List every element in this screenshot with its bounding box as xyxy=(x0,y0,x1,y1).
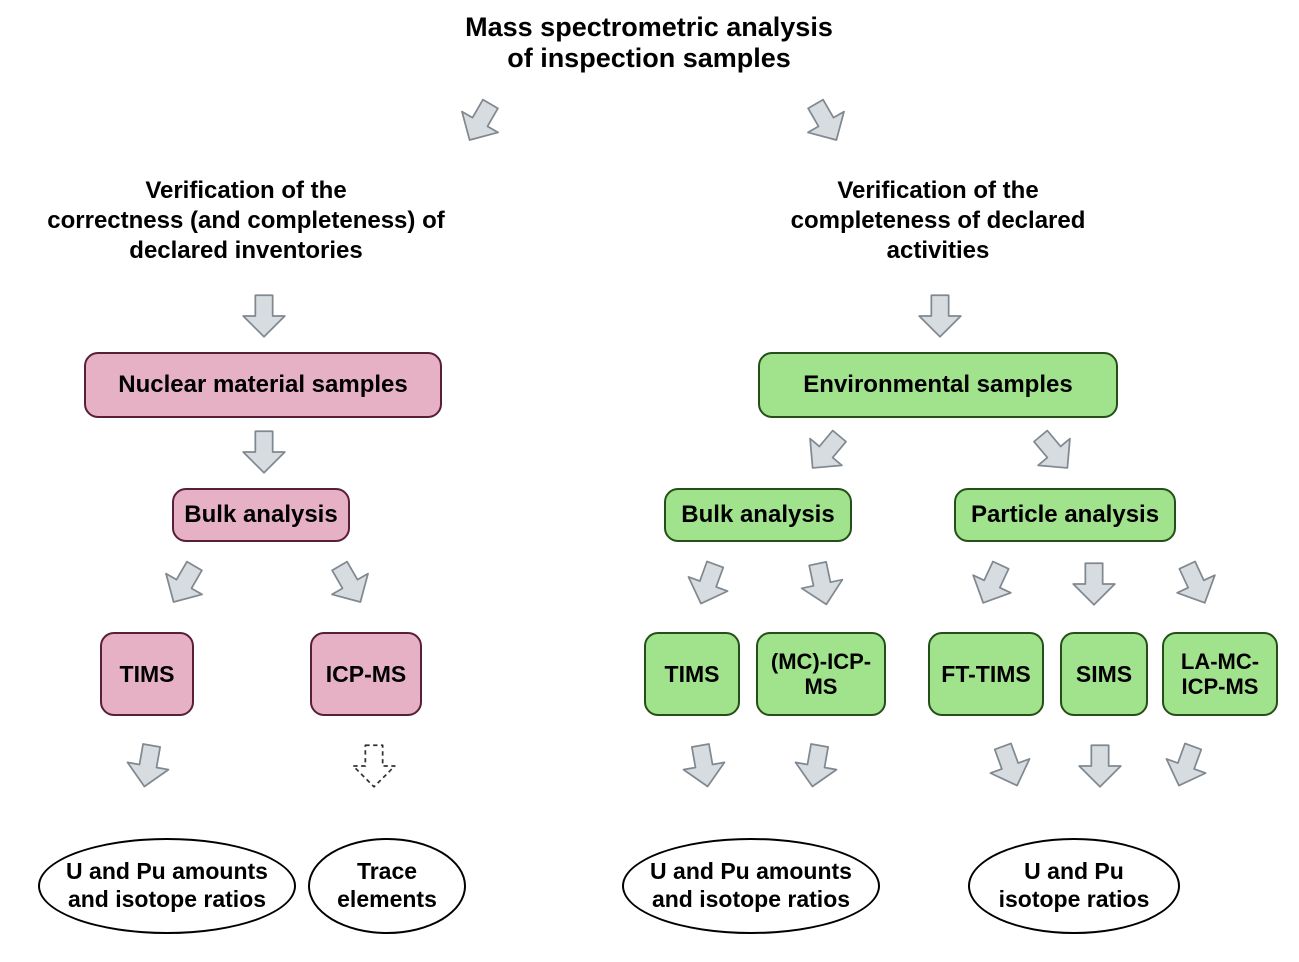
arrow-part-to-sims xyxy=(1068,558,1120,610)
heading-right: Verification of the completeness of decl… xyxy=(728,176,1148,266)
oval-upiso: U and Pu isotope ratios xyxy=(968,838,1180,934)
box-sims: SIMS xyxy=(1060,632,1148,716)
arrow-title-to-right xyxy=(790,86,861,157)
arrow-lamc-to-oval xyxy=(1153,733,1220,800)
box-tims2: TIMS xyxy=(644,632,740,716)
box-env: Environmental samples xyxy=(758,352,1118,418)
box-fttims: FT-TIMS xyxy=(928,632,1044,716)
arrow-part-to-lamc xyxy=(1161,549,1230,618)
arrow-fttims-to-oval xyxy=(977,733,1044,800)
arrow-left-to-nuclear xyxy=(238,290,290,342)
oval-trace: Trace elements xyxy=(308,838,466,934)
arrow-env-to-particle xyxy=(1017,415,1090,488)
arrow-tims2-to-oval xyxy=(674,736,734,796)
arrow-bulkR-to-tims2 xyxy=(675,551,742,618)
arrow-nuclear-to-bulk xyxy=(238,426,290,478)
arrow-sims-to-oval xyxy=(1074,740,1126,792)
box-bulkR: Bulk analysis xyxy=(664,488,852,542)
arrow-icp-to-oval xyxy=(348,740,400,792)
arrow-tims-to-oval xyxy=(118,736,178,796)
arrow-mcicp-to-oval xyxy=(786,736,846,796)
heading-left: Verification of the correctness (and com… xyxy=(26,176,466,266)
arrow-bulk-to-tims xyxy=(148,548,219,619)
box-mcicp: (MC)-ICP- MS xyxy=(756,632,886,716)
box-tims: TIMS xyxy=(100,632,194,716)
arrow-right-to-env xyxy=(914,290,966,342)
box-particle: Particle analysis xyxy=(954,488,1176,542)
arrow-part-to-fttims xyxy=(957,549,1026,618)
box-bulkL: Bulk analysis xyxy=(172,488,350,542)
box-icpms: ICP-MS xyxy=(310,632,422,716)
arrow-env-to-bulk xyxy=(789,415,862,488)
oval-upuR: U and Pu amounts and isotope ratios xyxy=(622,838,880,934)
arrow-bulk-to-icp xyxy=(314,548,385,619)
box-lamc: LA-MC- ICP-MS xyxy=(1162,632,1278,716)
arrow-title-to-left xyxy=(444,86,515,157)
diagram-title: Mass spectrometric analysis of inspectio… xyxy=(349,12,949,74)
oval-upuL: U and Pu amounts and isotope ratios xyxy=(38,838,296,934)
box-nuclear: Nuclear material samples xyxy=(84,352,442,418)
flowchart-canvas: Mass spectrometric analysis of inspectio… xyxy=(0,0,1299,962)
arrow-bulkR-to-mcicp xyxy=(791,553,853,615)
